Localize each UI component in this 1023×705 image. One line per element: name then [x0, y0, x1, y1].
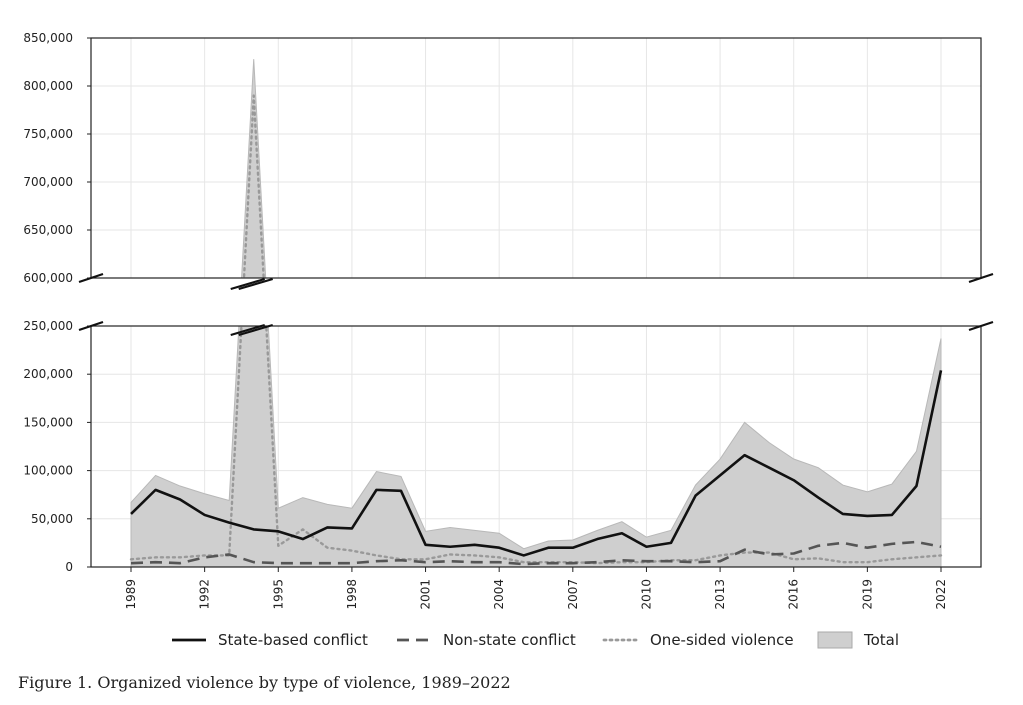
x-tick-label: 2019 — [860, 579, 874, 610]
figure-caption: Figure 1. Organized violence by type of … — [18, 673, 511, 692]
x-tick-label: 2022 — [934, 579, 948, 610]
y-axis: 0 50,000 100,000 150,000 200,000 250,000 600,0… — [23, 31, 91, 574]
series-break-mark — [238, 323, 274, 337]
legend-item: State-based conflict — [172, 631, 368, 649]
y-tick-label: 200,000 — [23, 367, 73, 381]
legend-swatch — [817, 631, 853, 649]
x-tick-label: 1992 — [198, 579, 212, 610]
legend-label: State-based conflict — [218, 631, 368, 649]
x-tick-label: 1995 — [271, 579, 285, 610]
chart: 0 50,000 100,000 150,000 200,000 250,000 600,0… — [0, 0, 1023, 672]
y-tick-label: 50,000 — [31, 512, 73, 526]
series-total-area — [241, 59, 267, 278]
series-lines — [129, 94, 943, 566]
x-tick-label: 2007 — [566, 579, 580, 610]
x-tick-label: 2004 — [492, 579, 506, 610]
legend-label: Non-state conflict — [443, 631, 576, 649]
legend-item: Total — [817, 631, 899, 649]
panel-frame — [90, 37, 982, 279]
plot-background — [0, 0, 1023, 672]
series-total-area — [130, 326, 942, 567]
x-tick-label: 1998 — [345, 579, 359, 610]
x-tick-label: 1989 — [124, 579, 138, 610]
x-tick-label: 2001 — [419, 579, 433, 610]
y-tick-label: 250,000 — [23, 319, 73, 333]
legend-item: Non-state conflict — [397, 631, 576, 649]
y-tick-label: 800,000 — [23, 79, 73, 93]
legend-label: Total — [863, 631, 899, 649]
legend: State-based conflict Non-state conflict On… — [172, 631, 899, 649]
panel-frame — [90, 325, 982, 568]
x-tick-label: 2010 — [639, 579, 653, 610]
total-area — [130, 59, 942, 567]
axis-break-mark — [968, 320, 994, 332]
y-tick-label: 850,000 — [23, 31, 73, 45]
y-tick-label: 700,000 — [23, 175, 73, 189]
series-break-mark — [238, 277, 274, 291]
x-tick-label: 2016 — [787, 579, 801, 610]
axis-break-mark — [78, 320, 104, 332]
x-axis: 1989 1992 1995 1998 2001 2004 2007 2010 2013 2016… — [124, 567, 948, 610]
y-tick-label: 750,000 — [23, 127, 73, 141]
plot-frame — [90, 37, 982, 568]
legend-label: One-sided violence — [650, 631, 794, 649]
y-tick-label: 150,000 — [23, 415, 73, 429]
axis-break-mark — [78, 272, 104, 284]
axis-break-marks — [78, 272, 994, 337]
series-line-dotted — [129, 326, 943, 565]
y-tick-label: 650,000 — [23, 223, 73, 237]
x-tick-label: 2013 — [713, 579, 727, 610]
legend-item: One-sided violence — [602, 631, 794, 649]
y-tick-label: 0 — [65, 560, 73, 574]
series-line-solid — [130, 370, 943, 557]
axis-break-mark — [968, 272, 994, 284]
series-break-mark — [230, 277, 266, 291]
series-line-dashed — [130, 540, 942, 566]
series-break-mark — [230, 323, 266, 337]
y-tick-label: 600,000 — [23, 271, 73, 285]
y-tick-label: 100,000 — [23, 464, 73, 478]
